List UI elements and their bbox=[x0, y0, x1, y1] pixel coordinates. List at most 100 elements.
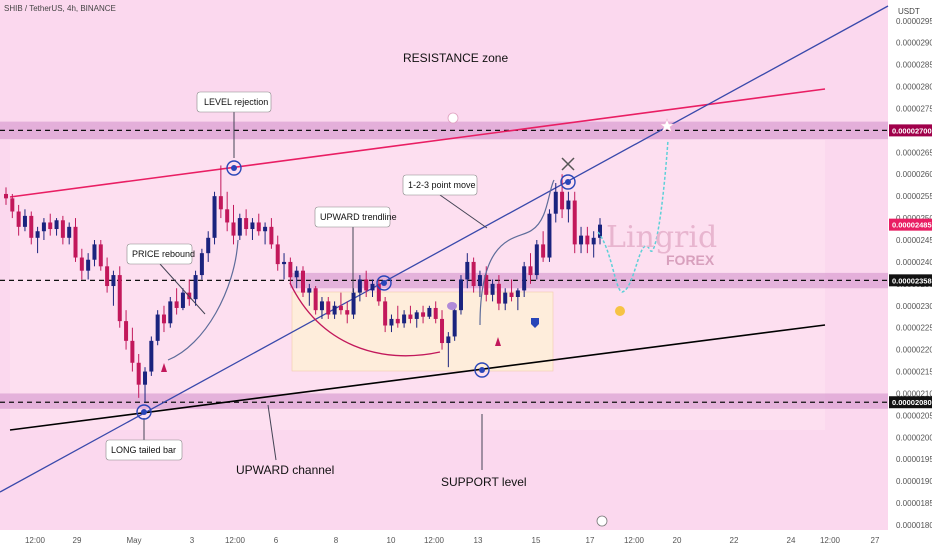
money-bag-icon bbox=[615, 306, 625, 316]
candle-81 bbox=[515, 288, 520, 311]
candle-body bbox=[212, 196, 217, 238]
candle-body bbox=[193, 275, 198, 300]
candle-13 bbox=[86, 253, 91, 280]
candle-body bbox=[136, 362, 141, 385]
candle-body bbox=[143, 371, 148, 385]
candle-body bbox=[515, 290, 520, 297]
candle-88 bbox=[560, 174, 565, 219]
watermark-sub: FOREX bbox=[666, 252, 715, 268]
candle-body bbox=[440, 318, 445, 344]
candle-body bbox=[452, 310, 457, 337]
candle-47 bbox=[301, 266, 305, 297]
candle-90 bbox=[572, 191, 577, 254]
price-badge-0 bbox=[889, 124, 932, 137]
candle-body bbox=[383, 301, 388, 326]
candle-body bbox=[16, 211, 21, 227]
candle-12 bbox=[79, 248, 84, 280]
candle-body bbox=[301, 270, 305, 293]
candle-body bbox=[446, 336, 451, 344]
price-badge-label-3: 0.00002080 bbox=[892, 398, 932, 407]
watermark-brand: Lingrid bbox=[606, 220, 717, 255]
snail-icon bbox=[447, 302, 457, 310]
candle-85 bbox=[541, 231, 546, 262]
candle-body bbox=[294, 270, 299, 278]
candle-17 bbox=[111, 270, 116, 306]
time-tick-4: 12:00 bbox=[225, 536, 246, 545]
candle-body bbox=[376, 283, 381, 302]
candle-63 bbox=[402, 310, 407, 328]
candle-body bbox=[332, 305, 337, 315]
candle-75 bbox=[477, 270, 482, 297]
candle-4 bbox=[29, 211, 34, 245]
candle-body bbox=[345, 310, 350, 315]
candle-36 bbox=[231, 204, 236, 245]
candle-body bbox=[48, 222, 53, 230]
candle-body bbox=[218, 196, 223, 210]
shield-icon bbox=[531, 318, 539, 328]
candle-body bbox=[29, 215, 34, 238]
candle-89 bbox=[566, 191, 571, 223]
candle-14 bbox=[92, 240, 97, 267]
candle-84 bbox=[534, 240, 539, 280]
candle-body bbox=[98, 244, 103, 267]
time-axis-background[interactable] bbox=[0, 530, 888, 550]
support-zone-band bbox=[0, 393, 888, 409]
candle-body bbox=[465, 261, 470, 280]
candle-40 bbox=[256, 213, 261, 236]
candle-57 bbox=[364, 270, 369, 297]
candle-body bbox=[421, 312, 426, 317]
candle-body bbox=[168, 301, 173, 324]
candle-body bbox=[313, 288, 318, 311]
candle-body bbox=[433, 307, 438, 319]
candle-body bbox=[414, 312, 419, 319]
candle-70 bbox=[446, 332, 451, 368]
candle-11 bbox=[73, 218, 78, 262]
candle-15 bbox=[98, 240, 103, 271]
candle-41 bbox=[263, 222, 268, 245]
rebound-arrow bbox=[167, 239, 239, 361]
candle-body bbox=[250, 222, 255, 230]
point-move-connector bbox=[439, 194, 488, 229]
time-tick-10: 15 bbox=[532, 536, 541, 545]
point-move-label: 1-2-3 point move bbox=[408, 180, 476, 190]
price-rebound-box bbox=[126, 243, 193, 265]
chart-title: SHIB / TetherUS, 4h, BINANCE bbox=[4, 4, 116, 13]
candle-body bbox=[105, 266, 110, 287]
candle-38 bbox=[244, 209, 249, 236]
time-tick-9: 13 bbox=[474, 536, 483, 545]
level-rejection-box bbox=[196, 91, 272, 113]
candle-body bbox=[509, 292, 514, 297]
candle-body bbox=[427, 307, 432, 317]
candle-20 bbox=[130, 327, 135, 372]
candle-79 bbox=[503, 288, 508, 311]
price-badge-label-1: 0.00002485 bbox=[892, 221, 932, 230]
candle-68 bbox=[433, 301, 438, 324]
candle-59 bbox=[376, 279, 381, 306]
candle-69 bbox=[440, 310, 445, 350]
candle-body bbox=[35, 231, 40, 238]
candle-body bbox=[553, 191, 558, 214]
time-tick-0: 12:00 bbox=[25, 536, 46, 545]
time-tick-11: 17 bbox=[586, 536, 595, 545]
candle-body bbox=[579, 235, 584, 245]
candle-71 bbox=[452, 305, 457, 341]
time-tick-5: 6 bbox=[274, 536, 279, 545]
candle-body bbox=[471, 261, 476, 287]
candle-18 bbox=[117, 266, 122, 328]
candle-39 bbox=[250, 218, 255, 240]
candle-55 bbox=[351, 288, 356, 319]
candle-62 bbox=[395, 305, 400, 328]
time-axis[interactable]: 12:00 29 May 3 12:00 6 8 10 12:00 13 15 17 12:00 20 22… bbox=[25, 536, 880, 545]
candle-body bbox=[117, 275, 122, 322]
candle-92 bbox=[585, 226, 590, 254]
candle-27 bbox=[174, 288, 179, 315]
